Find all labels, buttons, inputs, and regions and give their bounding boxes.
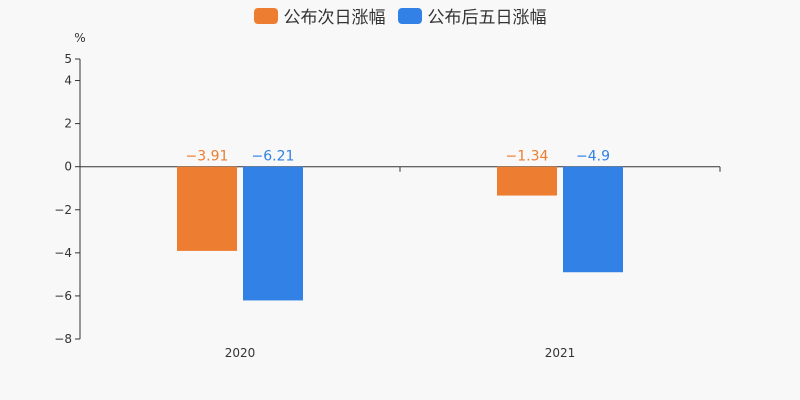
bar-next-day-2021[interactable] [497, 166, 557, 196]
legend-swatch-next-day [253, 7, 278, 24]
y-tick-label: 2 [64, 117, 72, 131]
bars-group [177, 166, 623, 301]
data-label: −4.9 [576, 149, 610, 165]
y-tick-label: −4 [54, 246, 72, 260]
y-tick-label: 5 [64, 52, 72, 66]
y-tick-label: 0 [64, 160, 72, 174]
bar-next-day-2020[interactable] [177, 166, 237, 251]
bar-five-day-2020[interactable] [243, 166, 303, 301]
x-tick-label: 2021 [545, 346, 576, 360]
x-tick-label: 2020 [225, 346, 256, 360]
y-axis: 5 4 2 0 −2 −4 −6 −8 [54, 52, 81, 346]
legend-label-next-day: 公布次日涨幅 [283, 8, 386, 28]
data-labels-group: −3.91 −6.21 −1.34 −4.9 [186, 149, 610, 165]
y-tick-label: −2 [54, 203, 72, 217]
y-tick-label: −6 [54, 289, 72, 303]
data-label: −3.91 [186, 149, 229, 165]
legend-item-next-day[interactable]: 公布次日涨幅 [253, 3, 386, 28]
legend-label-five-day: 公布后五日涨幅 [427, 8, 547, 28]
bar-five-day-2021[interactable] [563, 166, 623, 273]
legend-item-five-day[interactable]: 公布后五日涨幅 [397, 3, 547, 28]
x-axis: 2020 2021 [79, 166, 721, 360]
data-label: −6.21 [252, 149, 295, 165]
data-label: −1.34 [506, 149, 549, 165]
y-tick-label: 4 [64, 74, 72, 88]
y-axis-unit-label: % [74, 31, 85, 45]
chart-legend: 公布次日涨幅 公布后五日涨幅 [0, 3, 800, 28]
legend-swatch-five-day [397, 7, 422, 24]
y-tick-label: −8 [54, 332, 72, 346]
